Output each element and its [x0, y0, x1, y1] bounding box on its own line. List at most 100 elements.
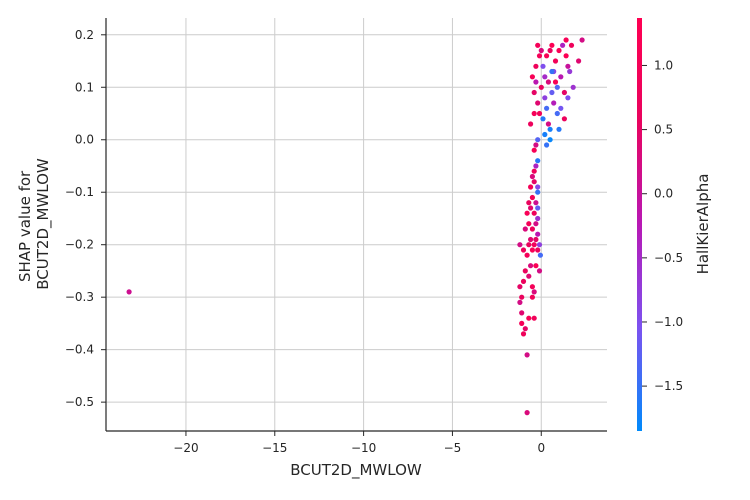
data-point — [535, 247, 541, 253]
y-tick-label: 0.2 — [75, 28, 94, 42]
data-point — [529, 74, 536, 80]
data-point — [526, 221, 532, 227]
data-point — [542, 95, 548, 101]
data-point — [538, 84, 544, 90]
x-ticks: −20 −15 −10 −5 0 — [173, 431, 545, 455]
data-point — [528, 263, 534, 269]
data-point — [545, 79, 552, 85]
colorbar-title: HallKierAlpha — [694, 174, 712, 275]
data-point — [519, 294, 525, 300]
data-point — [531, 110, 537, 117]
data-point — [560, 42, 566, 48]
data-point — [531, 315, 537, 321]
data-point — [533, 63, 539, 69]
data-point — [531, 242, 537, 248]
data-point — [522, 268, 528, 274]
data-point — [535, 137, 541, 143]
data-point — [519, 310, 525, 316]
data-point — [529, 247, 536, 253]
data-point — [551, 100, 557, 106]
data-point — [531, 289, 537, 295]
grid-lines — [106, 18, 607, 431]
data-point — [565, 63, 571, 69]
data-point — [545, 121, 552, 127]
data-point — [533, 79, 539, 85]
data-point — [533, 200, 539, 206]
data-point — [528, 205, 534, 211]
data-point — [528, 236, 534, 243]
data-point — [535, 158, 541, 164]
x-axis-title: BCUT2D_MWLOW — [290, 461, 422, 480]
colorbar-tick-label: −0.5 — [654, 251, 683, 265]
data-point — [542, 74, 548, 80]
colorbar-tick-label: −1.0 — [654, 315, 683, 329]
scatter-points — [126, 37, 585, 416]
data-point — [524, 352, 530, 358]
data-point — [549, 68, 555, 75]
x-tick-label: −10 — [351, 441, 376, 455]
data-point — [526, 200, 532, 206]
colorbar-tick-label: 0.0 — [654, 187, 673, 201]
data-point — [529, 173, 536, 180]
data-point — [528, 121, 534, 127]
data-point — [563, 37, 569, 43]
data-point — [563, 53, 569, 59]
data-point — [524, 210, 530, 216]
data-point — [520, 331, 527, 337]
data-point — [517, 242, 523, 248]
data-point — [536, 268, 543, 274]
data-point — [547, 47, 553, 54]
data-point — [535, 205, 541, 211]
data-point — [522, 326, 528, 332]
data-point — [540, 63, 546, 69]
data-point — [536, 110, 543, 117]
x-tick-label: −15 — [262, 441, 287, 455]
data-point — [517, 299, 523, 305]
data-point — [529, 294, 536, 300]
data-point — [533, 263, 539, 269]
y-tick-label: −0.3 — [65, 290, 94, 304]
data-point — [528, 184, 534, 190]
data-point — [567, 68, 573, 75]
data-point — [544, 105, 550, 111]
x-tick-label: −5 — [444, 441, 462, 455]
data-point — [526, 242, 532, 248]
data-point — [531, 89, 537, 96]
data-point — [520, 278, 527, 284]
data-point — [536, 53, 543, 59]
data-point — [531, 168, 537, 174]
x-tick-label: 0 — [537, 441, 545, 455]
y-ticks: 0.2 0.1 0.0 −0.1 −0.2 −0.3 −0.4 −0.5 — [65, 28, 106, 409]
y-tick-label: 0.1 — [75, 80, 94, 94]
data-point — [540, 116, 546, 122]
data-point — [524, 252, 530, 258]
data-point — [561, 116, 568, 122]
data-point — [556, 47, 562, 54]
data-point — [522, 226, 528, 232]
data-point — [547, 126, 553, 132]
data-point — [529, 284, 536, 290]
data-point — [549, 89, 555, 96]
data-point — [531, 210, 537, 216]
data-point — [533, 142, 539, 148]
colorbar — [637, 18, 642, 431]
data-point — [519, 320, 525, 326]
data-point — [561, 89, 568, 96]
data-point — [529, 226, 536, 232]
data-point — [544, 142, 550, 148]
y-axis-title-line-2: BCUT2D_MWLOW — [34, 158, 53, 290]
data-point — [526, 315, 532, 321]
data-point — [537, 252, 544, 258]
data-point — [542, 131, 548, 138]
data-point — [554, 110, 560, 117]
y-axis-title: SHAP value for BCUT2D_MWLOW — [16, 158, 53, 290]
data-point — [552, 58, 559, 64]
y-tick-label: −0.2 — [65, 238, 94, 252]
y-tick-label: 0.0 — [75, 133, 94, 147]
data-point — [533, 163, 539, 169]
data-point — [535, 231, 541, 237]
data-point — [535, 184, 541, 190]
data-point — [549, 42, 555, 48]
data-point — [535, 100, 541, 106]
